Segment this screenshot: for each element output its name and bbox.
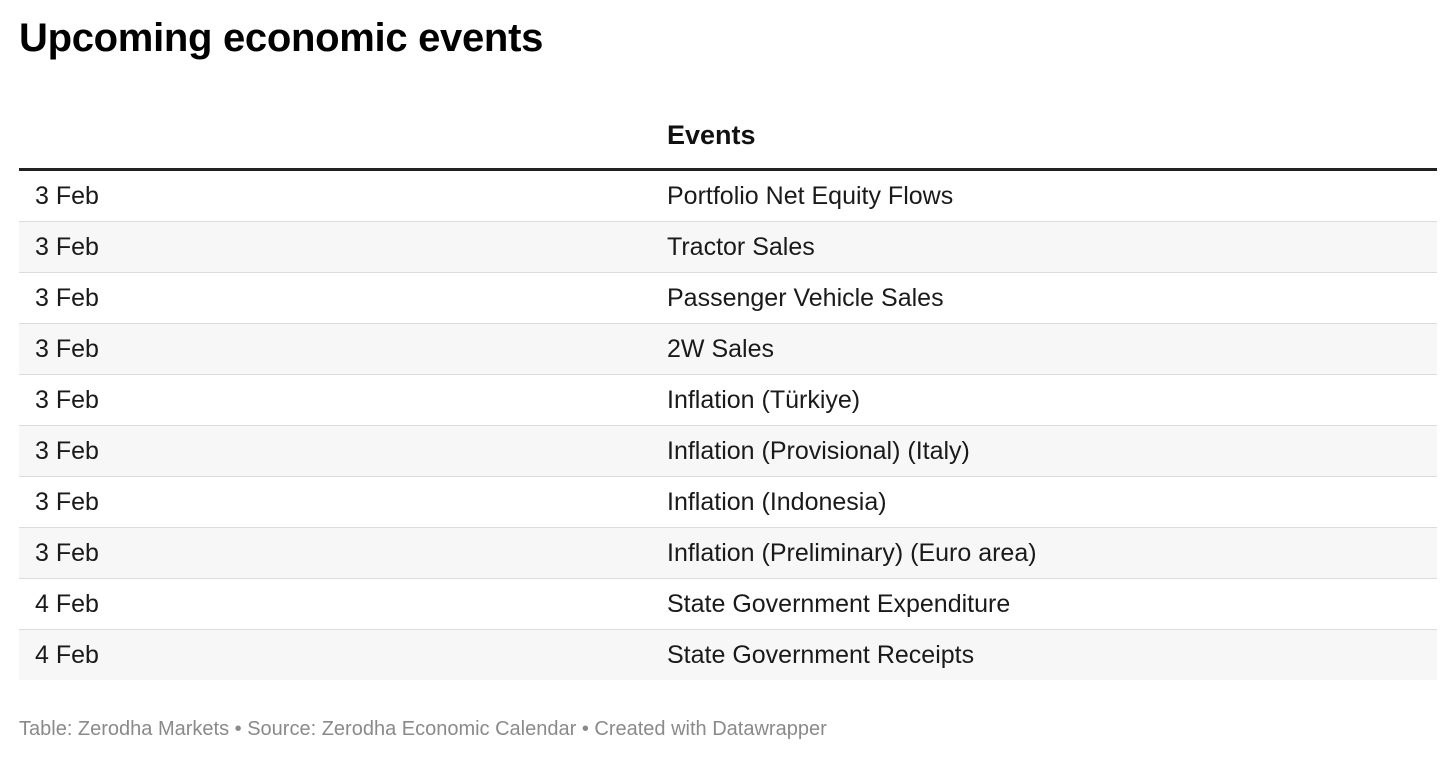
- table-row: 3 Feb Inflation (Indonesia): [19, 477, 1437, 528]
- table-body: 3 Feb Portfolio Net Equity Flows 3 Feb Trac…: [19, 171, 1437, 680]
- row-date: 3 Feb: [35, 386, 99, 414]
- table-row: 3 Feb Passenger Vehicle Sales: [19, 273, 1437, 324]
- table-row: 3 Feb 2W Sales: [19, 324, 1437, 375]
- row-date: 4 Feb: [35, 641, 99, 669]
- column-header-events: Events: [667, 120, 756, 150]
- table-row: 3 Feb Inflation (Provisional) (Italy): [19, 426, 1437, 477]
- row-event: State Government Receipts: [667, 641, 975, 669]
- row-event: Inflation (Provisional) (Italy): [667, 437, 970, 465]
- events-table: Events 3 Feb Portfolio Net Equity Flows 3 …: [19, 108, 1437, 680]
- row-date: 4 Feb: [35, 590, 99, 618]
- table-row: 3 Feb Portfolio Net Equity Flows: [19, 171, 1437, 222]
- table-row: 3 Feb Inflation (Preliminary) (Euro area): [19, 528, 1437, 579]
- row-event: Passenger Vehicle Sales: [667, 284, 944, 312]
- row-date: 3 Feb: [35, 488, 99, 516]
- row-date: 3 Feb: [35, 539, 99, 567]
- row-event: Portfolio Net Equity Flows: [667, 182, 954, 210]
- row-date: 3 Feb: [35, 437, 99, 465]
- row-event: 2W Sales: [667, 335, 774, 363]
- row-date: 3 Feb: [35, 335, 99, 363]
- chart-title: Upcoming economic events: [19, 16, 544, 60]
- row-event: Tractor Sales: [667, 233, 815, 261]
- chart-footer: Table: Zerodha Markets • Source: Zerodha…: [19, 718, 827, 740]
- table-row: 3 Feb Tractor Sales: [19, 222, 1437, 273]
- row-event: Inflation (Indonesia): [667, 488, 887, 516]
- row-date: 3 Feb: [35, 182, 99, 210]
- table-row: 4 Feb State Government Expenditure: [19, 579, 1437, 630]
- table-row: 3 Feb Inflation (Türkiye): [19, 375, 1437, 426]
- row-date: 3 Feb: [35, 233, 99, 261]
- row-event: State Government Expenditure: [667, 590, 1011, 618]
- row-event: Inflation (Preliminary) (Euro area): [667, 539, 1037, 567]
- table-row: 4 Feb State Government Receipts: [19, 630, 1437, 680]
- row-event: Inflation (Türkiye): [667, 386, 861, 414]
- table-header: Events: [19, 108, 1437, 171]
- row-date: 3 Feb: [35, 284, 99, 312]
